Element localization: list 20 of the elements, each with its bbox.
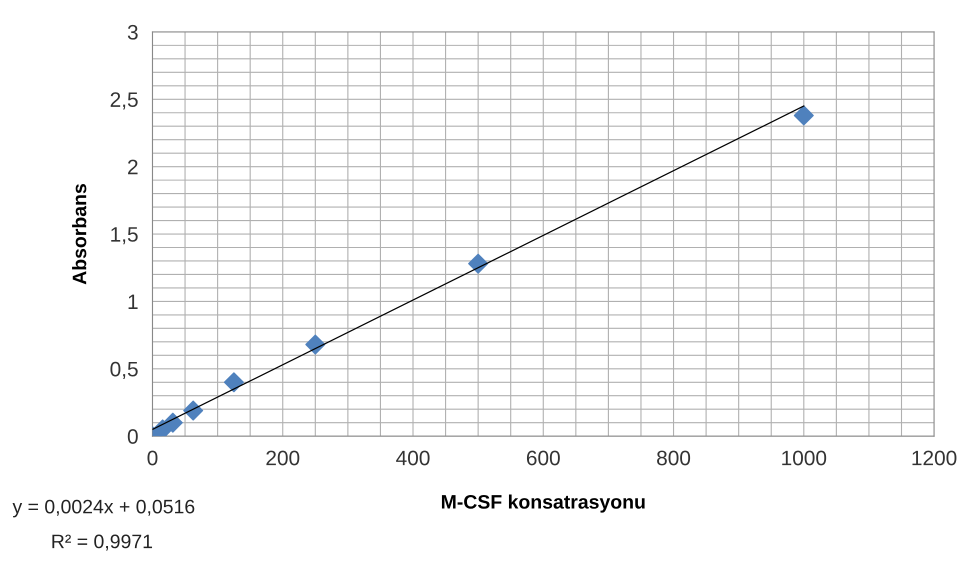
x-tick-label: 800 [657, 450, 690, 466]
x-tick-label: 0 [148, 450, 158, 466]
y-tick-label: 3 [128, 24, 138, 40]
y-tick-label: 2,5 [110, 92, 138, 110]
x-tick-label: 200 [266, 450, 300, 466]
y-tick-label: 0 [128, 429, 138, 444]
text: y = 0,0024x + 0,0516 [12, 500, 194, 518]
point [794, 105, 814, 126]
y-tick-label: 1,5 [111, 227, 138, 244]
x-tick-label: 1000 [782, 450, 826, 466]
y-axis-title: Absorbans [72, 184, 86, 284]
text: R² = 0,9971 [52, 534, 152, 551]
x-tick-label: 400 [396, 450, 430, 466]
y-tick-label: 2 [128, 160, 138, 174]
x-tick-label: 600 [526, 450, 560, 466]
y-tick-label: 0,5 [110, 362, 138, 379]
point [224, 372, 244, 392]
y-tick-label: 1 [128, 294, 138, 309]
x-tick-label: 1200 [912, 450, 956, 466]
x-axis-title: M-CSF konsatrasyonu [442, 494, 645, 513]
